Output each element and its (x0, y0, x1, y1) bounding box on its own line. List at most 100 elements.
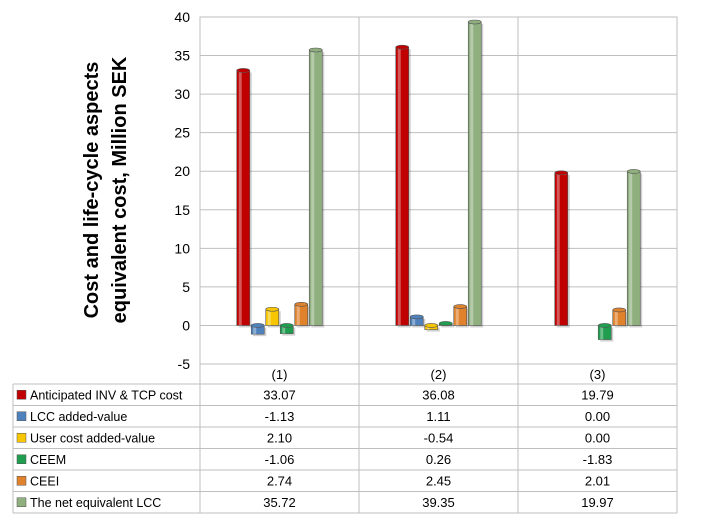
bar-highlight (455, 306, 459, 326)
bar-highlight (629, 171, 633, 326)
table-cell-value: 19.79 (581, 387, 614, 402)
bar-cap (250, 323, 265, 328)
legend-label: The net equivalent LCC (30, 496, 161, 510)
table-cell-value: 35.72 (263, 495, 296, 510)
bar-highlight (267, 309, 271, 326)
gridlines (199, 16, 678, 365)
y-axis-ticks: -5 0 5 10 15 20 25 30 35 40 (174, 9, 190, 372)
bar-body (612, 309, 627, 326)
table-cell-value: -1.06 (265, 452, 295, 467)
legend-label: Anticipated INV & TCP cost (30, 388, 183, 402)
bar-cap (612, 307, 627, 313)
y-tick-label: 40 (174, 9, 190, 25)
bar-highlight (556, 172, 560, 326)
table-cell-value: 2.10 (267, 430, 292, 445)
bar-body (395, 46, 410, 326)
legend-label: CEEM (30, 453, 66, 467)
y-tick-label: 25 (174, 125, 190, 141)
bar (626, 169, 643, 328)
y-axis-label-line-1: Cost and life-cycle aspects (81, 62, 103, 319)
bar-cap (265, 306, 280, 312)
table-cell-value: 36.08 (422, 387, 455, 402)
table-cell-value: 33.07 (263, 387, 296, 402)
bar-cap (438, 321, 453, 326)
bar-highlight (600, 325, 604, 340)
bar-cap (467, 19, 482, 25)
bar-cap (395, 44, 410, 50)
bar-highlight (614, 309, 618, 326)
table-cell-value: 2.01 (585, 473, 610, 488)
table-row: CEEM -1.06 0.26 -1.83 (16, 452, 613, 467)
bar (250, 323, 267, 337)
legend-swatch (16, 476, 27, 486)
bar (424, 323, 440, 332)
table-cell-value: -1.13 (265, 409, 295, 424)
table-cell-value: 1.11 (426, 409, 450, 424)
category-label: (2) (431, 367, 447, 382)
bar-highlight (238, 70, 242, 326)
y-tick-label: -5 (178, 356, 191, 372)
legend-swatch (16, 411, 27, 421)
legend-label: LCC added-value (30, 410, 127, 424)
bars (236, 19, 643, 342)
bar (554, 170, 570, 328)
bar-body (265, 308, 280, 326)
bar-body (294, 304, 309, 326)
y-tick-label: 10 (174, 240, 190, 256)
y-axis-label-line-2: equivalent cost, Million SEK (109, 56, 131, 323)
y-tick-label: 5 (182, 279, 190, 295)
bar-cap (308, 47, 323, 53)
bar-body (236, 70, 251, 326)
y-tick-label: 35 (174, 48, 190, 64)
bar (395, 44, 411, 328)
bar-cap (236, 68, 251, 73)
y-tick-label: 15 (174, 202, 190, 218)
table-row: Anticipated INV & TCP cost 33.07 36.08 19.7… (16, 387, 614, 402)
legend-swatch (16, 497, 27, 507)
table-row: CEEI 2.74 2.45 2.01 (16, 473, 610, 488)
bar-highlight (282, 325, 286, 334)
bar-cap (279, 323, 294, 328)
table-cell-value: 2.45 (426, 473, 451, 488)
bar (467, 19, 484, 328)
bar (597, 323, 614, 342)
table-cell-value: 0.26 (426, 452, 451, 467)
bar-highlight (397, 47, 401, 326)
bar-cap (453, 304, 468, 309)
table-cell-value: -1.83 (583, 452, 613, 467)
bar-cap (409, 314, 424, 320)
legend-swatch (16, 390, 27, 400)
legend-swatch (16, 454, 27, 464)
table-cell-value: 0.00 (585, 430, 610, 445)
bar-highlight (412, 316, 416, 326)
bar (308, 47, 325, 328)
bar (612, 307, 628, 328)
bar (438, 321, 455, 328)
table-row: LCC added-value -1.13 1.11 0.00 (16, 409, 610, 424)
y-axis-label: Cost and life-cycle aspects equivalent c… (81, 56, 131, 323)
table-row: The net equivalent LCC 35.72 39.35 19.97 (16, 495, 614, 510)
bar (409, 314, 426, 328)
category-label: (1) (272, 367, 288, 382)
table-cell-value: 0.00 (585, 409, 610, 424)
table-cell-value: 19.97 (581, 495, 614, 510)
category-label: (3) (590, 367, 606, 382)
table-row: User cost added-value 2.10 -0.54 0.00 (16, 430, 610, 445)
bar (279, 323, 296, 336)
bar (294, 302, 310, 328)
bar-cap (424, 323, 439, 328)
bar-shadow (441, 325, 455, 328)
bar-highlight (296, 304, 300, 326)
legend-label: User cost added-value (30, 431, 155, 445)
bar (453, 304, 469, 328)
bar-cap (626, 169, 641, 174)
legend-label: CEEI (30, 474, 59, 488)
bar-cap (294, 302, 309, 307)
bar-highlight (253, 325, 257, 335)
y-tick-label: 0 (182, 317, 190, 333)
table-cell-value: -0.54 (424, 430, 454, 445)
legend-swatch (16, 433, 27, 443)
table-cell-value: 2.74 (267, 473, 292, 488)
bar-highlight (311, 50, 315, 326)
